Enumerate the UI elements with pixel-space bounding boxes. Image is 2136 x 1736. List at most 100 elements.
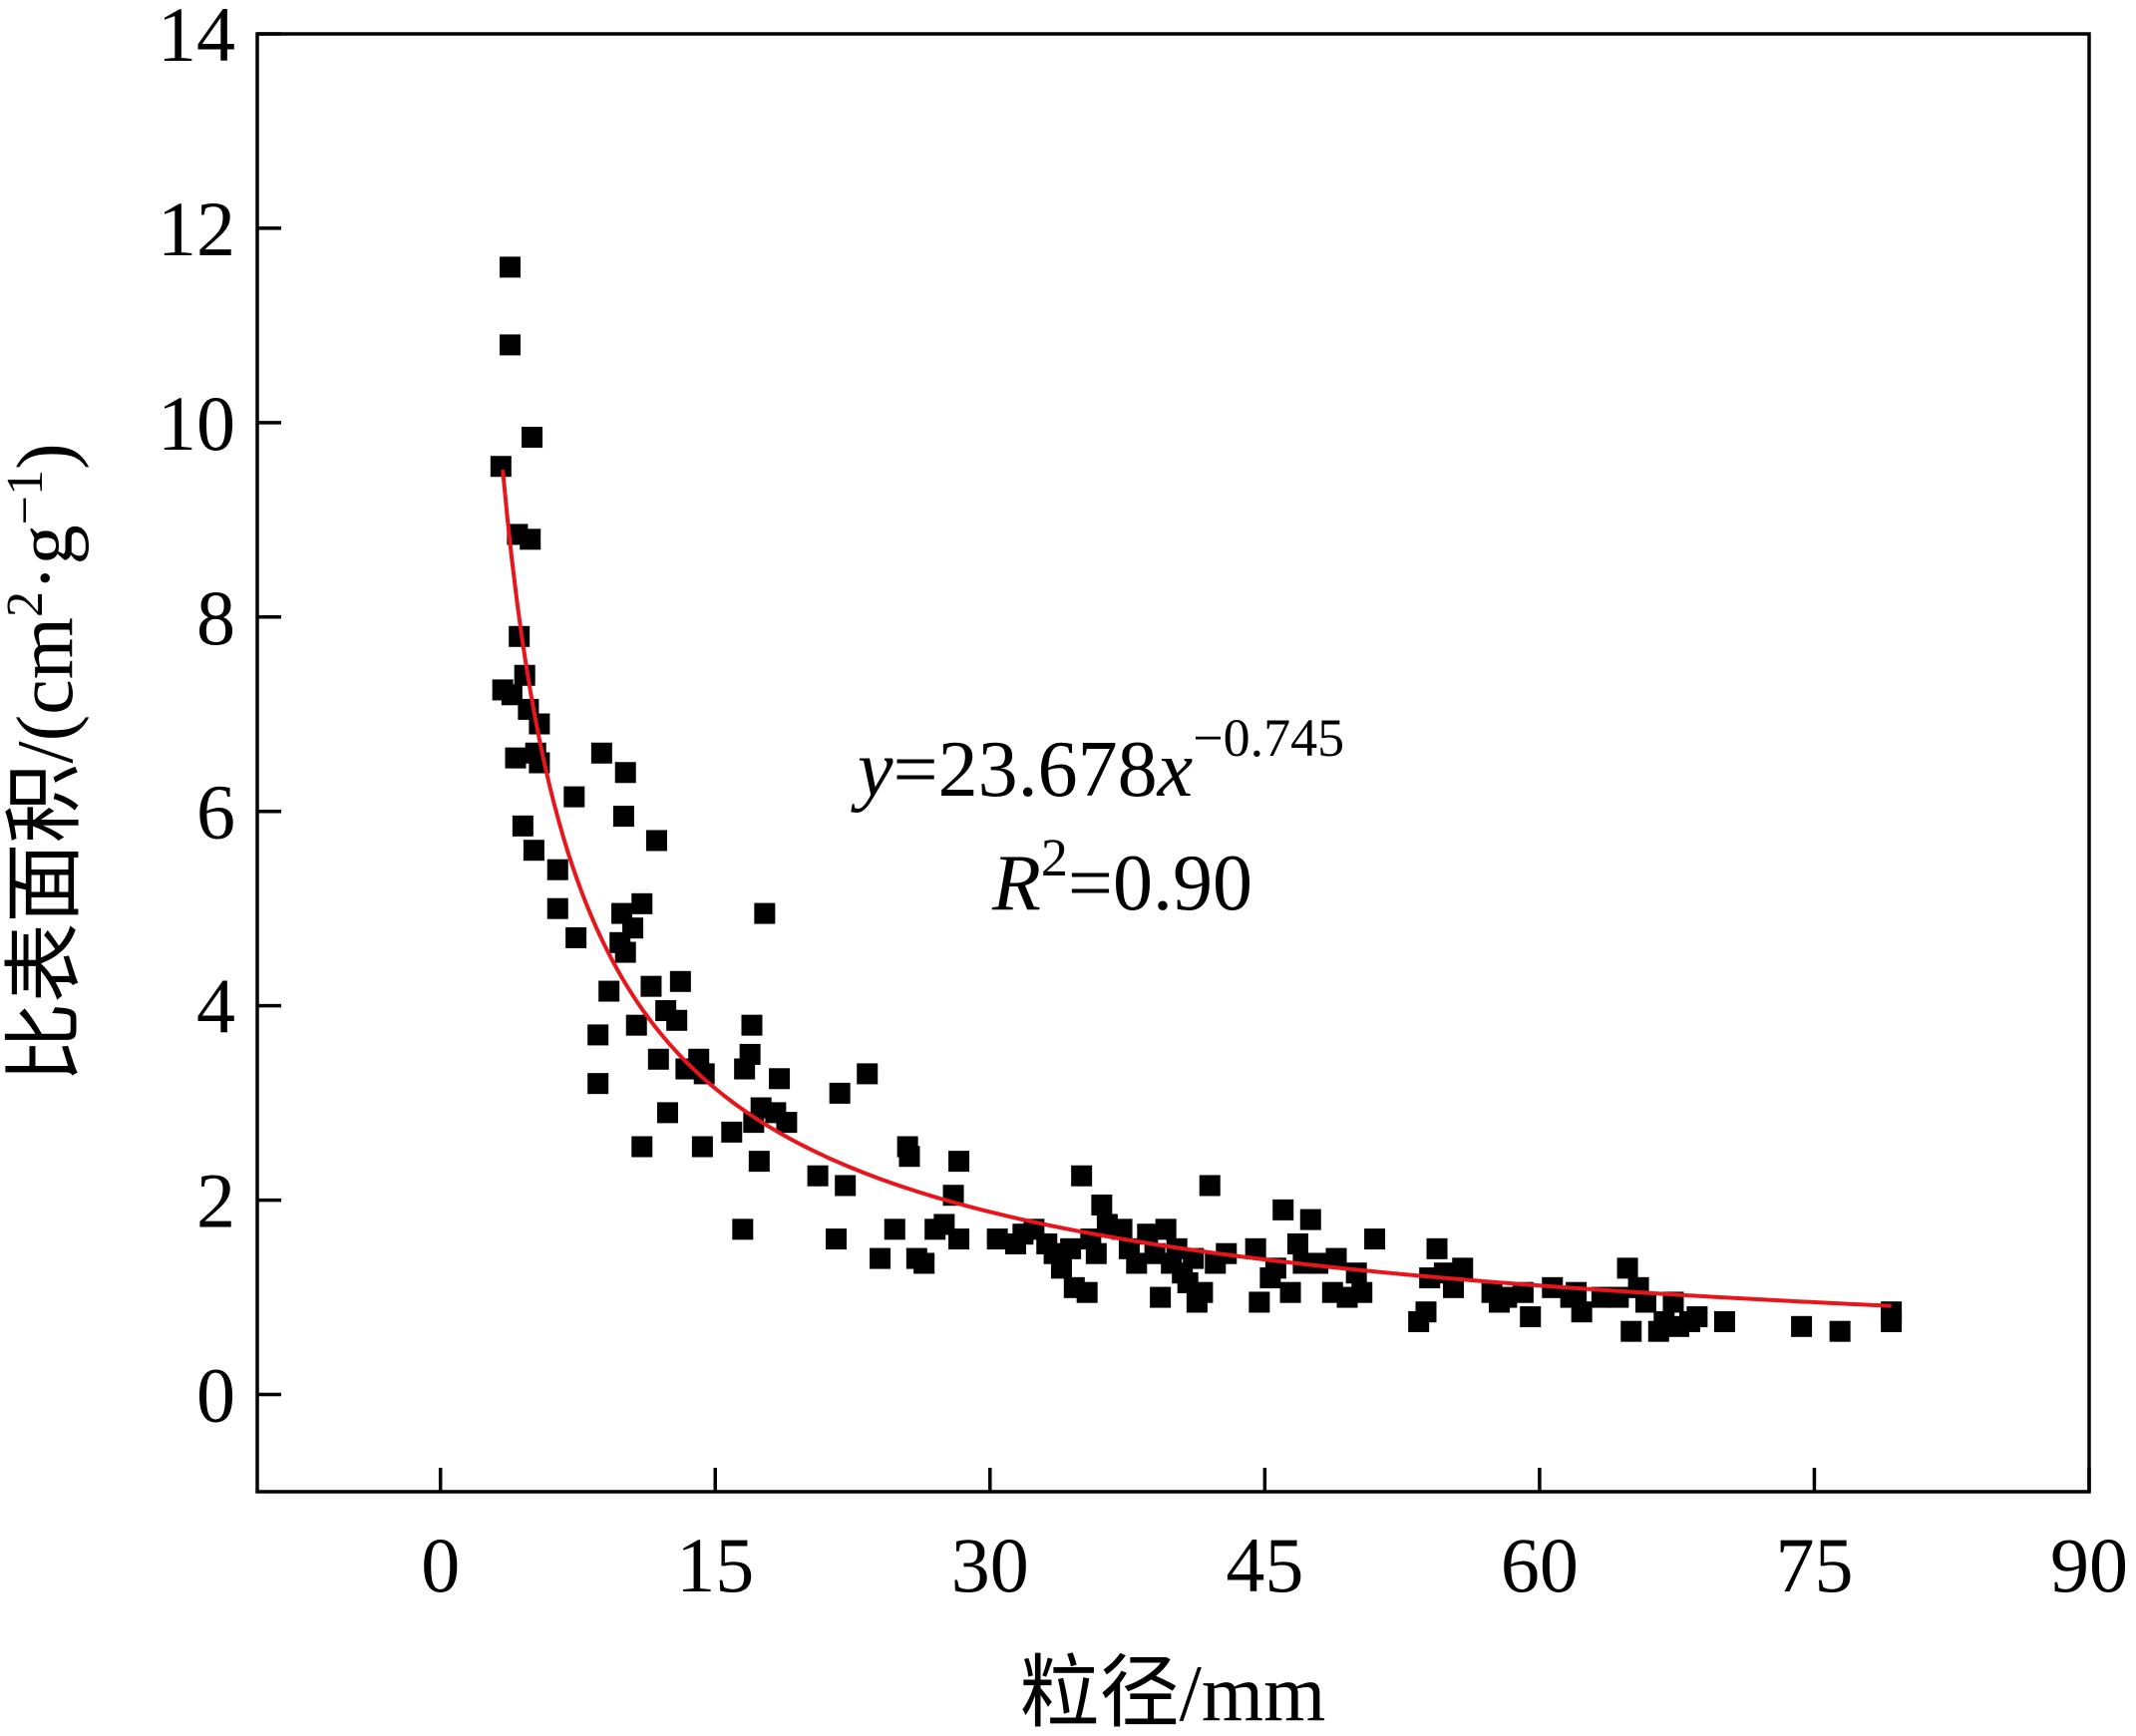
data-point <box>884 1218 905 1240</box>
data-point <box>857 1063 879 1085</box>
data-point <box>1426 1237 1448 1259</box>
data-point <box>1192 1281 1214 1303</box>
data-point <box>1279 1281 1301 1303</box>
data-point <box>587 1073 609 1095</box>
data-point <box>829 1082 851 1104</box>
data-point <box>1512 1281 1534 1303</box>
x-tick-label: 90 <box>2050 1522 2128 1608</box>
data-point <box>1345 1262 1367 1284</box>
data-point <box>1050 1257 1072 1279</box>
data-point <box>693 1063 715 1085</box>
y-tick-label: 0 <box>196 1352 235 1439</box>
data-point <box>1071 1165 1093 1187</box>
y-tick-label: 6 <box>196 769 235 856</box>
y-ticks: 0 2 4 6 8 10 12 14 <box>158 0 281 1439</box>
data-point <box>520 528 541 550</box>
data-point <box>807 1165 829 1187</box>
data-point <box>948 1228 970 1250</box>
data-point <box>1286 1232 1308 1254</box>
data-point <box>656 1102 678 1124</box>
data-point <box>666 1009 688 1031</box>
data-point <box>631 892 653 914</box>
y-tick-label: 10 <box>158 380 235 467</box>
x-tick-label: 45 <box>1226 1522 1303 1608</box>
data-point <box>1155 1218 1177 1240</box>
data-point <box>1272 1199 1294 1220</box>
data-point <box>565 926 587 948</box>
fit-curve <box>501 469 1892 1308</box>
data-point <box>1634 1291 1656 1313</box>
data-point <box>1137 1223 1159 1245</box>
data-point <box>500 334 522 356</box>
data-point <box>1091 1194 1113 1215</box>
data-point <box>769 1068 791 1090</box>
data-point <box>734 1058 756 1080</box>
r-squared: R2=0.90 <box>991 828 1252 927</box>
data-point <box>913 1252 935 1274</box>
data-point <box>1183 1247 1205 1269</box>
data-point <box>640 975 662 997</box>
data-point <box>522 426 543 448</box>
data-point <box>1620 1320 1642 1342</box>
data-point <box>1662 1291 1684 1313</box>
data-point <box>1245 1237 1266 1259</box>
x-ticks: 0 15 30 45 60 75 90 <box>421 1468 2128 1608</box>
data-point <box>505 747 527 769</box>
data-point <box>732 1218 754 1240</box>
x-tick-label: 0 <box>421 1522 460 1608</box>
data-point <box>598 980 620 1002</box>
x-tick-label: 30 <box>951 1522 1029 1608</box>
data-point <box>1496 1286 1518 1308</box>
data-point <box>669 970 691 992</box>
data-point <box>631 1136 653 1158</box>
data-point <box>1686 1306 1708 1328</box>
data-point <box>490 456 512 478</box>
data-point <box>754 902 776 924</box>
data-point <box>614 941 636 963</box>
x-tick-label: 75 <box>1775 1522 1853 1608</box>
data-point <box>645 830 667 852</box>
data-point <box>776 1112 798 1134</box>
data-point <box>835 1175 857 1197</box>
data-point <box>986 1228 1008 1250</box>
data-point <box>1248 1291 1270 1313</box>
data-point <box>512 815 534 837</box>
y-tick-label: 2 <box>196 1158 235 1244</box>
y-tick-label: 12 <box>158 185 235 272</box>
fit-equation: y=23.678x−0.745 <box>851 708 1344 814</box>
plot-frame <box>255 32 2091 1494</box>
data-point <box>625 1014 647 1036</box>
data-point <box>1415 1301 1437 1323</box>
y-axis-label: 比表面积/(cm2·g−1) <box>0 443 90 1082</box>
data-point <box>1571 1301 1593 1323</box>
data-point <box>546 859 568 880</box>
data-point <box>612 806 634 828</box>
data-point <box>1443 1276 1465 1298</box>
data-point <box>1829 1320 1851 1342</box>
data-point <box>563 786 585 808</box>
data-point <box>1126 1252 1148 1274</box>
data-point <box>590 742 612 764</box>
data-point <box>743 1112 765 1134</box>
data-point <box>1307 1252 1329 1274</box>
scatter-points <box>490 256 1903 1342</box>
data-point <box>1791 1315 1813 1337</box>
data-point <box>1299 1209 1321 1230</box>
data-point <box>500 256 522 278</box>
y-tick-label: 14 <box>158 0 235 78</box>
data-point <box>1325 1247 1347 1269</box>
y-tick-label: 8 <box>196 574 235 661</box>
data-point <box>1144 1242 1166 1264</box>
data-point <box>1364 1228 1386 1250</box>
x-tick-label: 60 <box>1501 1522 1579 1608</box>
data-point <box>741 1014 763 1036</box>
data-point <box>1060 1237 1082 1259</box>
data-point <box>948 1151 970 1173</box>
data-point <box>546 897 568 919</box>
data-point <box>1452 1257 1474 1279</box>
data-point <box>1076 1281 1098 1303</box>
data-point <box>501 684 523 706</box>
data-point <box>1085 1242 1107 1264</box>
data-point <box>1351 1281 1373 1303</box>
